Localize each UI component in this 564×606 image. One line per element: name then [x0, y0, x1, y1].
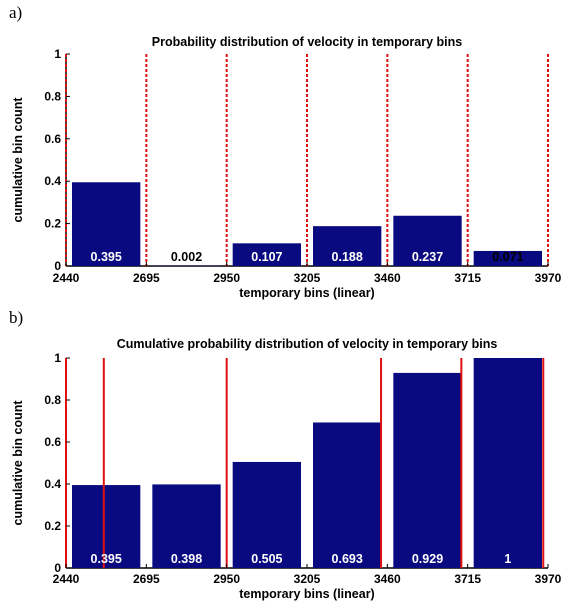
x-tick-label: 3205: [294, 271, 321, 285]
chart-b: Cumulative probability distribution of v…: [11, 337, 562, 601]
chart-title: Probability distribution of velocity in …: [152, 35, 463, 49]
bar-value-label: 0.929: [412, 552, 443, 566]
panel-label-a: a): [9, 3, 23, 22]
bar: [313, 422, 382, 568]
y-tick-label: 0.2: [44, 217, 61, 231]
bar-value-label: 0.505: [251, 552, 282, 566]
bar: [72, 485, 141, 568]
chart-title: Cumulative probability distribution of v…: [117, 337, 498, 351]
x-tick-label: 2950: [213, 572, 240, 586]
bar-value-label: 1: [504, 552, 511, 566]
bar-value-label: 0.395: [91, 250, 122, 264]
x-axis-label: temporary bins (linear): [239, 587, 374, 601]
y-axis-label: cumulative bin count: [11, 400, 25, 526]
bar-value-label: 0.071: [492, 250, 523, 264]
x-tick-label: 3460: [374, 271, 401, 285]
bar: [393, 372, 462, 568]
bar: [313, 226, 382, 266]
y-tick-label: 0.8: [44, 89, 61, 103]
bar-value-label: 0.693: [332, 552, 363, 566]
x-tick-label: 2440: [53, 572, 80, 586]
y-tick-label: 0.4: [44, 174, 61, 188]
bar: [72, 182, 141, 266]
bar: [473, 250, 542, 266]
x-tick-label: 3970: [535, 572, 562, 586]
y-tick-label: 0: [54, 259, 61, 273]
x-tick-label: 3715: [454, 572, 481, 586]
bar-value-label: 0.107: [251, 250, 282, 264]
x-tick-label: 2950: [213, 271, 240, 285]
x-tick-label: 2695: [133, 271, 160, 285]
x-tick-label: 3460: [374, 572, 401, 586]
panel-label-b: b): [9, 308, 24, 327]
x-tick-label: 2695: [133, 572, 160, 586]
bar: [473, 358, 542, 568]
y-tick-label: 0.4: [44, 477, 61, 491]
y-tick-label: 0: [54, 561, 61, 575]
bar: [232, 461, 301, 568]
bar-value-label: 0.395: [91, 552, 122, 566]
bar-value-label: 0.237: [412, 250, 443, 264]
x-tick-label: 3205: [294, 572, 321, 586]
bar: [393, 215, 462, 266]
bar-value-label: 0.188: [332, 250, 363, 264]
chart-a: Probability distribution of velocity in …: [11, 35, 562, 300]
bar-value-label: 0.398: [171, 552, 202, 566]
y-tick-label: 0.6: [44, 132, 61, 146]
bar-value-label: 0.002: [171, 250, 202, 264]
y-tick-label: 1: [54, 351, 61, 365]
x-tick-label: 3715: [454, 271, 481, 285]
y-tick-label: 1: [54, 47, 61, 61]
y-tick-label: 0.2: [44, 519, 61, 533]
x-tick-label: 2440: [53, 271, 80, 285]
x-tick-label: 3970: [535, 271, 562, 285]
bar: [152, 484, 221, 568]
bar: [232, 243, 301, 266]
y-axis-label: cumulative bin count: [11, 97, 25, 223]
y-tick-label: 0.8: [44, 393, 61, 407]
bar: [152, 265, 221, 267]
x-axis-label: temporary bins (linear): [239, 286, 374, 300]
y-tick-label: 0.6: [44, 435, 61, 449]
